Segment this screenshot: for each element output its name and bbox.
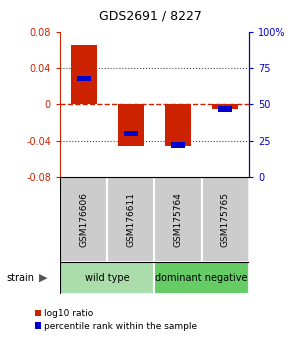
Bar [60,262,154,294]
Bar [70,45,97,104]
Text: GDS2691 / 8227: GDS2691 / 8227 [99,10,201,22]
Text: wild type: wild type [85,273,130,283]
Bar [154,177,202,262]
Bar [107,177,154,262]
Bar [124,131,138,136]
Legend: log10 ratio, percentile rank within the sample: log10 ratio, percentile rank within the … [34,309,198,331]
Bar [165,104,191,146]
Text: ▶: ▶ [39,273,48,283]
Bar [212,104,238,109]
Bar [118,104,144,146]
Bar [154,262,249,294]
Text: GSM175764: GSM175764 [174,192,183,247]
Bar [60,177,107,262]
Text: GSM176611: GSM176611 [126,192,135,247]
Bar [76,76,91,81]
Text: GSM176606: GSM176606 [79,192,88,247]
Bar [171,142,185,148]
Text: GSM175765: GSM175765 [221,192,230,247]
Text: dominant negative: dominant negative [155,273,248,283]
Text: strain: strain [6,273,34,283]
Bar [218,106,233,112]
Bar [202,177,249,262]
